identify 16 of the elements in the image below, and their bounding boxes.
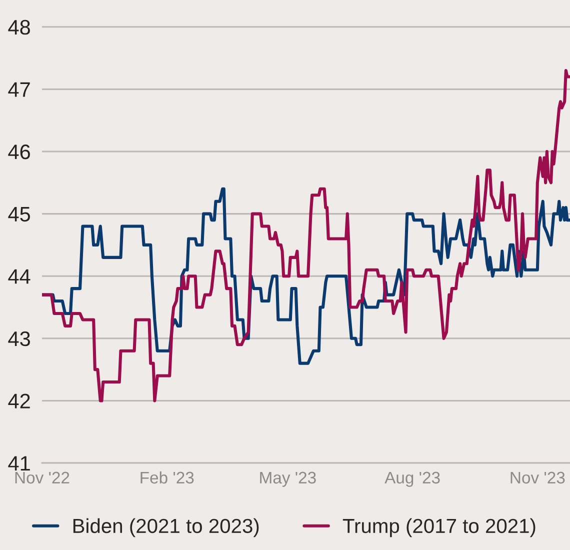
y-tick-label: 48 — [8, 20, 30, 35]
y-tick-label: 44 — [8, 269, 30, 284]
x-tick-label: Nov '22 — [15, 472, 70, 484]
y-tick-label: 46 — [8, 144, 30, 160]
line-series — [42, 68, 570, 402]
y-tick-label: 47 — [8, 82, 30, 97]
y-tick-label: 42 — [8, 394, 30, 408]
y-tick-label: 41 — [8, 456, 30, 471]
legend-label: Trump (2017 to 2021) — [342, 518, 536, 538]
y-tick-label: 43 — [8, 331, 30, 346]
x-tick-label: Nov '23 — [510, 472, 565, 484]
legend-label: Biden (2021 to 2023) — [73, 518, 259, 538]
y-tick-label: 45 — [8, 207, 30, 222]
x-tick-label: May '23 — [260, 472, 316, 487]
x-tick-label: Aug '23 — [384, 472, 440, 487]
x-tick-label: Feb '23 — [140, 471, 194, 484]
